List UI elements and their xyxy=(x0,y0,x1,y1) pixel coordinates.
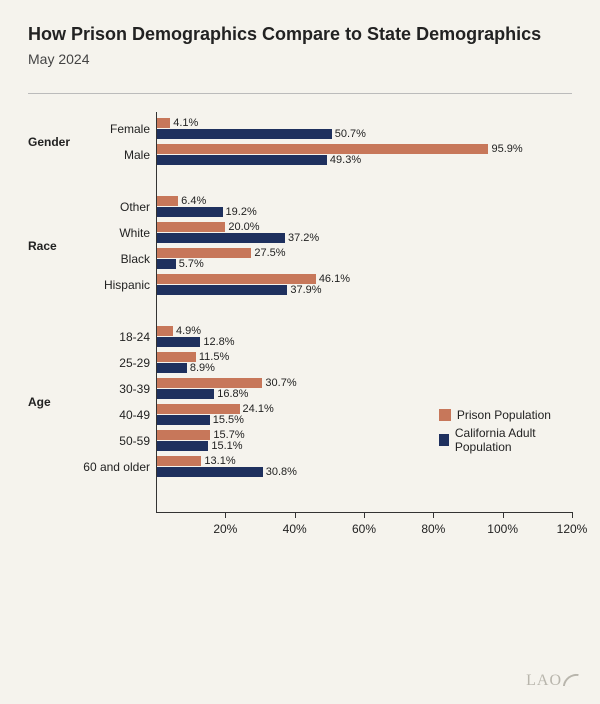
bar-prison xyxy=(156,248,251,258)
bar-value-label: 37.9% xyxy=(290,284,321,296)
bar-value-label: 6.4% xyxy=(181,195,206,207)
category-label: Male xyxy=(124,148,150,162)
logo-arc-icon xyxy=(563,672,579,688)
bar-value-label: 27.5% xyxy=(254,247,285,259)
lao-logo: LAO xyxy=(526,671,578,690)
group-label: Gender xyxy=(28,135,70,149)
category-label: Other xyxy=(120,200,150,214)
bar-prison xyxy=(156,144,488,154)
bar-value-label: 12.8% xyxy=(203,336,234,348)
demographics-bar-chart: Gender Race Age Female Male Other White Black H… xyxy=(28,104,572,546)
bar-prison xyxy=(156,118,170,128)
chart-title: How Prison Demographics Compare to State… xyxy=(28,24,572,45)
bar-value-label: 4.1% xyxy=(173,117,198,129)
bar-value-label: 20.0% xyxy=(228,221,259,233)
category-label: 18-24 xyxy=(119,330,150,344)
bar-value-label: 24.1% xyxy=(243,403,274,415)
bar-value-label: 95.9% xyxy=(491,143,522,155)
x-axis-tick-label: 80% xyxy=(421,522,445,536)
bar-state xyxy=(156,285,287,295)
group-label: Age xyxy=(28,395,51,409)
bar-value-label: 30.7% xyxy=(265,377,296,389)
bar-value-label: 19.2% xyxy=(226,206,257,218)
bar-state xyxy=(156,259,176,269)
x-axis-tick xyxy=(433,512,434,518)
bar-state xyxy=(156,415,210,425)
bar-value-label: 37.2% xyxy=(288,232,319,244)
bar-value-label: 16.8% xyxy=(217,388,248,400)
category-label: White xyxy=(119,226,150,240)
x-axis-tick-label: 60% xyxy=(352,522,376,536)
legend: Prison Population California Adult Popula… xyxy=(439,408,572,458)
category-label: Black xyxy=(121,252,150,266)
x-axis-tick xyxy=(503,512,504,518)
bar-state xyxy=(156,389,214,399)
bar-state xyxy=(156,233,285,243)
legend-item: Prison Population xyxy=(439,408,572,422)
bar-value-label: 49.3% xyxy=(330,154,361,166)
legend-label: Prison Population xyxy=(457,408,551,422)
x-axis-tick-label: 20% xyxy=(213,522,237,536)
legend-swatch xyxy=(439,434,449,446)
category-label: Hispanic xyxy=(104,278,150,292)
x-axis-tick xyxy=(295,512,296,518)
bar-state xyxy=(156,441,208,451)
bar-state xyxy=(156,155,327,165)
group-label: Race xyxy=(28,239,57,253)
category-label: Female xyxy=(110,122,150,136)
category-label: 60 and older xyxy=(83,460,150,474)
x-axis-tick xyxy=(225,512,226,518)
x-axis-tick xyxy=(572,512,573,518)
logo-text: LAO xyxy=(526,672,562,690)
bar-value-label: 4.9% xyxy=(176,325,201,337)
x-axis-tick-label: 100% xyxy=(487,522,518,536)
category-label: 50-59 xyxy=(119,434,150,448)
x-axis-tick-label: 120% xyxy=(557,522,588,536)
bar-prison xyxy=(156,430,210,440)
bar-prison xyxy=(156,274,316,284)
bar-value-label: 15.1% xyxy=(211,440,242,452)
bar-state xyxy=(156,207,223,217)
bar-prison xyxy=(156,378,262,388)
bar-prison xyxy=(156,456,201,466)
chart-subtitle: May 2024 xyxy=(28,51,572,67)
bar-value-label: 15.5% xyxy=(213,414,244,426)
bar-value-label: 5.7% xyxy=(179,258,204,270)
bar-prison xyxy=(156,404,240,414)
bar-value-label: 50.7% xyxy=(335,128,366,140)
y-axis-baseline xyxy=(156,112,157,512)
legend-label: California Adult Population xyxy=(455,426,572,454)
category-label: 30-39 xyxy=(119,382,150,396)
legend-swatch xyxy=(439,409,451,421)
bar-value-label: 13.1% xyxy=(204,455,235,467)
bar-prison xyxy=(156,196,178,206)
bar-value-label: 46.1% xyxy=(319,273,350,285)
legend-item: California Adult Population xyxy=(439,426,572,454)
x-axis-tick xyxy=(364,512,365,518)
bar-state xyxy=(156,467,263,477)
x-axis-tick-label: 40% xyxy=(283,522,307,536)
bar-state xyxy=(156,337,200,347)
bar-state xyxy=(156,363,187,373)
category-label: 40-49 xyxy=(119,408,150,422)
bar-value-label: 8.9% xyxy=(190,362,215,374)
bar-value-label: 30.8% xyxy=(266,466,297,478)
category-label: 25-29 xyxy=(119,356,150,370)
bar-prison xyxy=(156,326,173,336)
bar-prison xyxy=(156,352,196,362)
bar-prison xyxy=(156,222,225,232)
bar-state xyxy=(156,129,332,139)
